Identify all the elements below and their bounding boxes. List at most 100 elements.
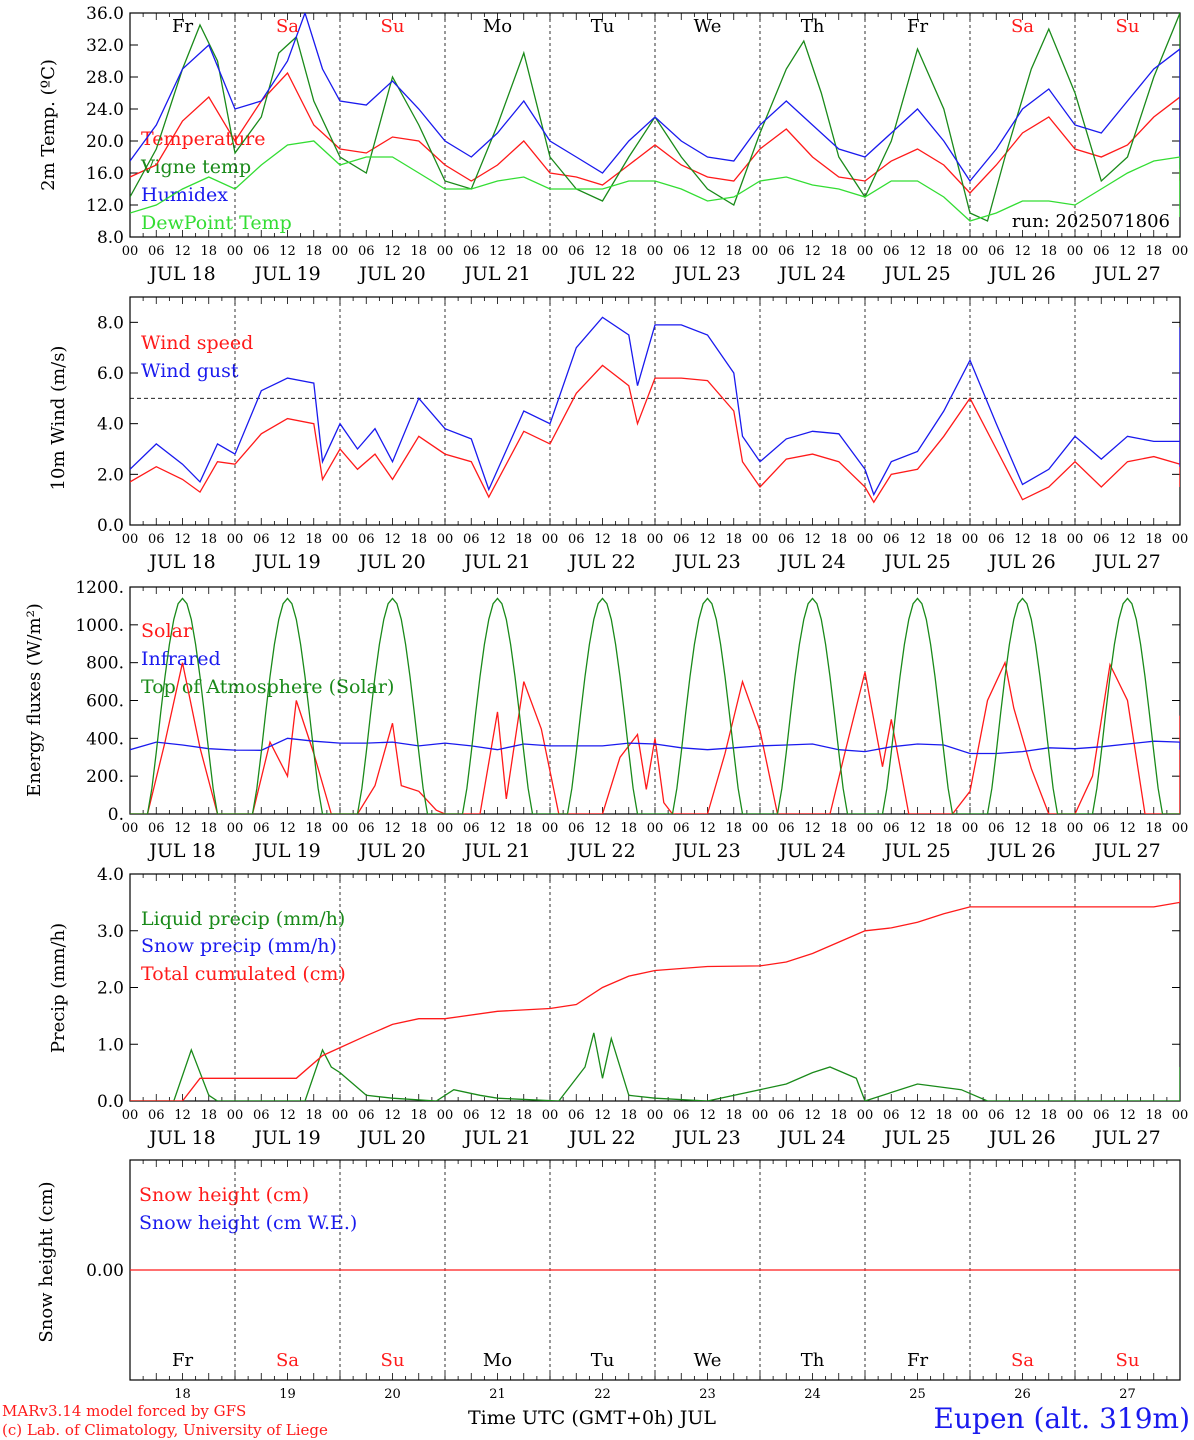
day-number-label: 20 [384,1387,401,1402]
date-label: JUL 26 [987,551,1055,573]
y-tick-label: 24.0 [86,100,124,120]
temperature-y-title: 2m Temp. (ºC) [38,59,59,191]
hour-tick-label: 00 [332,821,349,836]
hour-tick-label: 00 [857,821,874,836]
hour-tick-label: 00 [437,1108,454,1123]
day-number-label: 26 [1014,1387,1031,1402]
hour-tick-label: 18 [515,821,532,836]
hour-tick-label: 06 [148,532,165,547]
hour-tick-label: 12 [699,1108,716,1123]
weekday-label: Sa [276,1350,299,1371]
hour-tick-label: 00 [332,1108,349,1123]
date-label: JUL 24 [777,263,845,285]
hour-tick-label: 12 [1119,1108,1136,1123]
hour-tick-label: 18 [935,821,952,836]
y-tick-label: 400. [86,729,124,749]
date-label: JUL 26 [987,1127,1055,1149]
hour-tick-label: 06 [568,1108,585,1123]
hour-tick-label: 06 [1093,532,1110,547]
date-label: JUL 19 [252,840,320,862]
hour-tick-label: 12 [384,1108,401,1123]
precip-legend-liquid: Liquid precip (mm/h) [141,908,345,930]
hour-tick-label: 06 [568,532,585,547]
hour-tick-label: 00 [542,821,559,836]
hour-tick-label: 06 [883,244,900,259]
hour-tick-label: 12 [489,1108,506,1123]
date-label: JUL 19 [252,263,320,285]
hour-tick-label: 00 [227,821,244,836]
series-line-liquid-precip-mm-h [130,1032,1180,1101]
day-number-label: 21 [489,1387,506,1402]
hour-tick-label: 00 [227,244,244,259]
hour-tick-label: 00 [647,532,664,547]
hour-tick-label: 18 [515,244,532,259]
hour-tick-label: 18 [1040,1108,1057,1123]
y-tick-label: 36.0 [86,4,124,24]
hour-tick-label: 00 [122,821,139,836]
date-label: JUL 26 [987,263,1055,285]
hour-tick-label: 06 [673,1108,690,1123]
hour-tick-label: 12 [594,532,611,547]
hour-tick-label: 18 [725,821,742,836]
energy-legend-toa: Top of Atmosphere (Solar) [141,676,394,698]
hour-tick-label: 18 [410,821,427,836]
day-number-label: 27 [1119,1387,1136,1402]
hour-tick-label: 06 [358,532,375,547]
hour-tick-label: 18 [200,1108,217,1123]
date-label: JUL 23 [672,1127,740,1149]
date-label: JUL 21 [462,263,530,285]
date-label: JUL 20 [357,263,425,285]
hour-tick-label: 00 [752,244,769,259]
hour-tick-label: 00 [962,244,979,259]
hour-tick-label: 12 [804,1108,821,1123]
y-tick-label: 28.0 [86,68,124,88]
day-number-label: 25 [909,1387,926,1402]
series-line-wind-speed [130,364,1180,504]
hour-tick-label: 18 [620,244,637,259]
hour-tick-label: 06 [253,532,270,547]
wind-legend-speed: Wind speed [141,332,253,354]
hour-tick-label: 00 [962,1108,979,1123]
weekday-label: We [694,1350,722,1371]
hour-tick-label: 18 [620,1108,637,1123]
hour-tick-label: 18 [935,244,952,259]
precip-legend-snow: Snow precip (mm/h) [141,935,337,957]
hour-tick-label: 00 [332,532,349,547]
date-label: JUL 24 [777,551,845,573]
date-label: JUL 27 [1092,263,1160,285]
temperature-legend-temperature: Temperature [141,128,265,150]
hour-tick-label: 18 [305,1108,322,1123]
hour-tick-label: 12 [594,821,611,836]
series-line-temperature [130,71,1180,194]
y-tick-label: 2.0 [97,979,124,999]
hour-tick-label: 12 [384,821,401,836]
hour-tick-label: 18 [1040,532,1057,547]
hour-tick-label: 12 [174,532,191,547]
hour-tick-label: 12 [384,532,401,547]
weekday-label: Fr [172,16,193,37]
hour-tick-label: 12 [909,244,926,259]
hour-tick-label: 06 [883,532,900,547]
y-tick-label: 4.0 [97,865,124,885]
hour-tick-label: 06 [778,821,795,836]
hour-tick-label: 18 [830,532,847,547]
hour-tick-label: 06 [673,821,690,836]
temperature-panel: Temperature Vigne temp Humidex DewPoint … [38,59,1170,234]
precip-panel: Liquid precip (mm/h) Snow precip (mm/h) … [48,908,346,1053]
hour-tick-label: 18 [725,244,742,259]
hour-tick-label: 12 [1014,821,1031,836]
hour-tick-label: 06 [253,1108,270,1123]
y-tick-label: 6.0 [97,364,124,384]
date-label: JUL 18 [147,1127,215,1149]
temperature-legend-vigne: Vigne temp [140,156,251,178]
lab-credit: (c) Lab. of Climatology, University of L… [2,1421,328,1439]
hour-tick-label: 06 [148,1108,165,1123]
day-number-label: 24 [804,1387,821,1402]
hour-tick-label: 18 [515,532,532,547]
hour-tick-label: 06 [358,821,375,836]
hour-tick-label: 00 [542,532,559,547]
hour-tick-label: 12 [594,1108,611,1123]
run-label: run: 2025071806 [1012,211,1170,232]
hour-tick-label: 12 [804,821,821,836]
hour-tick-label: 12 [279,532,296,547]
